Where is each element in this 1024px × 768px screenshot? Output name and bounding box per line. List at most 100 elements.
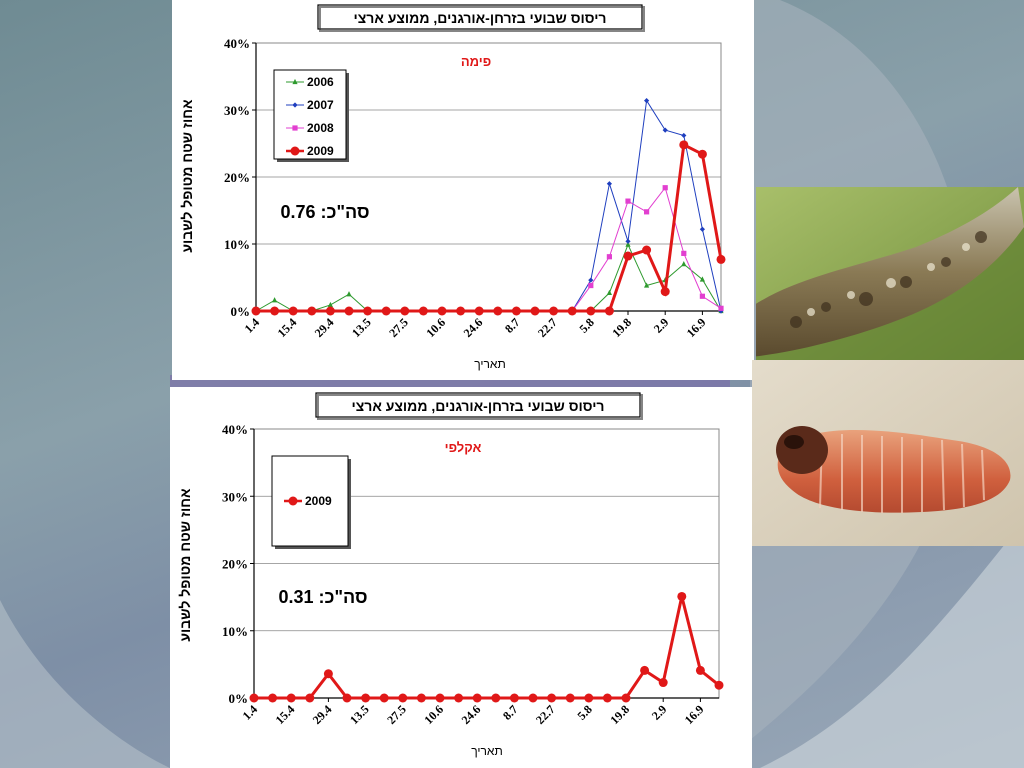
- y-axis-label: אחוז שטח מטופל לשבוע: [179, 99, 195, 253]
- data-point: [491, 693, 501, 703]
- x-tick-label: 22.7: [533, 702, 558, 727]
- data-point: [272, 297, 278, 303]
- data-point: [699, 293, 705, 299]
- x-tick-label: 5.8: [574, 702, 595, 723]
- data-point: [528, 693, 538, 703]
- y-tick-label: 30%: [224, 103, 250, 118]
- total-annotation: סה"כ: 0.76: [280, 202, 369, 222]
- data-point: [363, 306, 373, 316]
- x-tick-label: 2.9: [649, 702, 670, 723]
- data-point: [718, 305, 724, 311]
- y-tick-label: 0%: [231, 304, 251, 319]
- legend-swatch-marker: [290, 146, 300, 156]
- data-point: [606, 289, 612, 296]
- background-arc-bottom: [0, 600, 170, 768]
- data-point: [640, 665, 650, 675]
- data-point: [621, 693, 631, 703]
- x-tick-label: 8.7: [500, 702, 521, 723]
- y-tick-labels: 0% 10% 20% 30% 40%: [224, 36, 250, 319]
- data-point: [437, 306, 447, 316]
- y-tick-label: 20%: [224, 170, 250, 185]
- caterpillar-photo-bottom: [752, 360, 1024, 546]
- caterpillar-photo-top: [756, 187, 1024, 360]
- x-tick-label: 15.4: [273, 702, 298, 727]
- y-tick-label: 0%: [229, 691, 249, 706]
- data-point: [699, 276, 705, 282]
- data-point: [456, 306, 466, 316]
- data-point: [699, 226, 705, 232]
- x-tick-label: 19.8: [607, 702, 632, 727]
- chart-panel-acala: [170, 387, 752, 768]
- data-point: [361, 693, 371, 703]
- data-point: [606, 254, 612, 260]
- data-point: [286, 693, 296, 703]
- data-point: [472, 693, 482, 703]
- data-point: [588, 282, 594, 289]
- data-point: [530, 306, 540, 316]
- y-tick-label: 30%: [222, 489, 248, 504]
- legend-box: [273, 69, 347, 160]
- data-point: [677, 591, 687, 601]
- data-point: [681, 261, 687, 267]
- x-tick-label: 29.4: [310, 702, 335, 727]
- data-point: [644, 98, 650, 104]
- chart-panel-pima: [172, 0, 754, 380]
- x-axis-label: תאריך: [474, 357, 506, 371]
- legend-swatch-marker: [292, 125, 298, 131]
- chart-title: ריסוס שבועי בזרחן-אורגנים, ממוצע ארצי: [354, 10, 607, 26]
- data-point: [270, 306, 280, 316]
- data-point: [251, 306, 261, 316]
- data-point: [379, 693, 389, 703]
- data-point: [695, 665, 705, 675]
- data-point: [474, 306, 484, 316]
- data-point: [342, 693, 352, 703]
- data-point: [435, 693, 445, 703]
- y-tick-label: 40%: [224, 36, 250, 51]
- data-point: [625, 241, 631, 247]
- x-tick-labels: 1.4 15.4 29.4 13.5 27.5 10.6 24.6 8.7 22.7 5.8 19.…: [240, 702, 707, 727]
- data-point: [625, 238, 631, 244]
- title-box: ריסוס שבועי בזרחן-אורגנים, ממוצע ארצי: [315, 392, 643, 420]
- x-tick-label: 16.9: [682, 702, 707, 727]
- chart-subtitle: אקלפי: [445, 440, 482, 455]
- legend: 2006 2007 2008 2009: [273, 69, 349, 162]
- legend-label: 2009: [307, 144, 334, 158]
- chart-title: ריסוס שבועי בזרחן-אורגנים, ממוצע ארצי: [352, 398, 605, 414]
- data-point: [716, 254, 726, 264]
- series-2009: [249, 591, 724, 703]
- data-point: [642, 245, 652, 255]
- series-line-2009: [254, 596, 720, 700]
- chart-subtitle: פימה: [461, 54, 491, 69]
- data-point: [606, 181, 612, 187]
- x-tick-label: 10.6: [421, 702, 446, 727]
- data-point: [549, 306, 559, 316]
- data-point: [644, 282, 650, 288]
- data-point: [381, 306, 391, 316]
- y-tick-labels: 0% 10% 20% 30% 40%: [222, 422, 248, 706]
- data-point: [346, 291, 352, 297]
- series-2009: [251, 140, 726, 316]
- x-tick-label: 27.5: [384, 702, 409, 727]
- data-point: [344, 306, 354, 316]
- data-point: [398, 693, 408, 703]
- data-point: [660, 287, 670, 297]
- data-point: [584, 693, 594, 703]
- data-point: [658, 678, 668, 688]
- legend: 2009: [271, 455, 351, 549]
- data-point: [623, 251, 633, 261]
- data-point: [679, 140, 689, 150]
- data-point: [567, 306, 577, 316]
- y-tick-label: 10%: [224, 237, 250, 252]
- data-point: [327, 301, 333, 308]
- data-point: [644, 209, 650, 215]
- data-point: [681, 132, 687, 139]
- data-point: [418, 306, 428, 316]
- legend-swatch-marker: [292, 102, 298, 108]
- legend-label: 2008: [307, 121, 334, 135]
- data-point: [307, 306, 317, 316]
- title-box: ריסוס שבועי בזרחן-אורגנים, ממוצע ארצי: [317, 4, 645, 32]
- legend-label: 2009: [305, 494, 332, 508]
- data-point: [547, 693, 557, 703]
- x-tick-label: 24.6: [459, 702, 484, 727]
